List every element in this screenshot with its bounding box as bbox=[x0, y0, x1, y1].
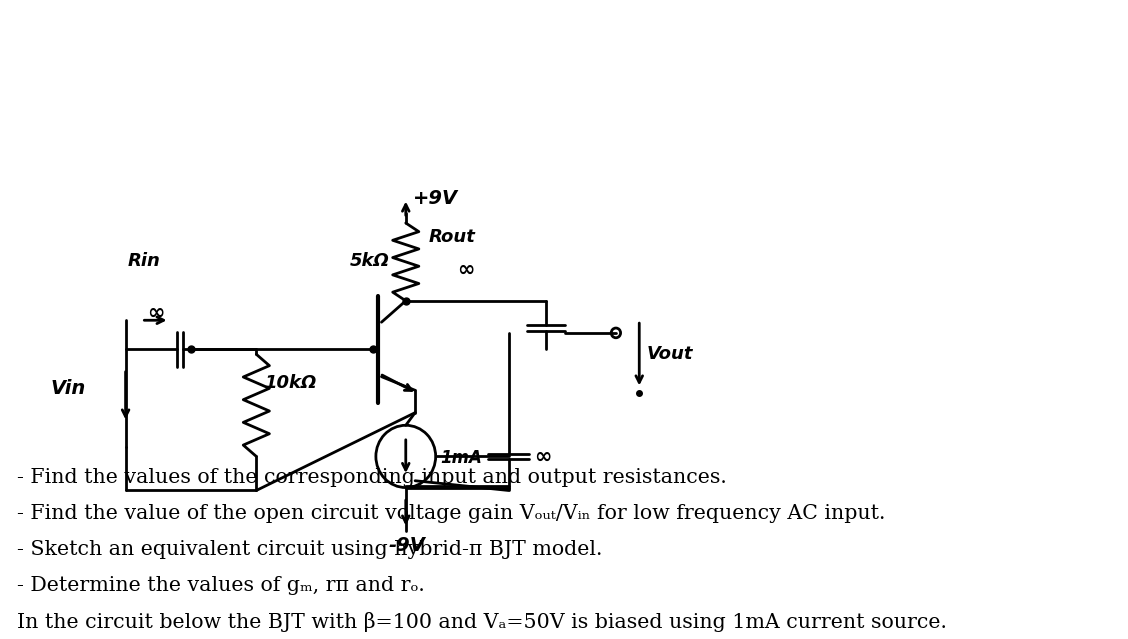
Text: ∞: ∞ bbox=[147, 303, 165, 323]
Text: -9V: -9V bbox=[389, 536, 426, 555]
Text: Rin: Rin bbox=[127, 252, 160, 270]
Text: - Determine the values of gₘ, rπ and rₒ.: - Determine the values of gₘ, rπ and rₒ. bbox=[17, 576, 424, 595]
Text: In the circuit below the BJT with β=100 and Vₐ=50V is biased using 1mA current s: In the circuit below the BJT with β=100 … bbox=[17, 612, 946, 632]
Text: ∞: ∞ bbox=[534, 447, 552, 466]
Text: Vout: Vout bbox=[646, 344, 694, 362]
Text: 1mA: 1mA bbox=[440, 449, 482, 466]
Text: 5kΩ: 5kΩ bbox=[350, 252, 389, 270]
Text: Vin: Vin bbox=[51, 379, 86, 397]
Text: +9V: +9V bbox=[413, 189, 458, 208]
Text: Rout: Rout bbox=[429, 228, 476, 246]
Text: - Sketch an equivalent circuit using hybrid-π BJT model.: - Sketch an equivalent circuit using hyb… bbox=[17, 540, 602, 559]
Text: ∞: ∞ bbox=[457, 260, 475, 280]
Text: 10kΩ: 10kΩ bbox=[264, 374, 316, 392]
Text: - Find the value of the open circuit voltage gain Vₒᵤₜ/Vᵢₙ for low frequency AC : - Find the value of the open circuit vol… bbox=[17, 504, 885, 523]
Text: - Find the values of the corresponding input and output resistances.: - Find the values of the corresponding i… bbox=[17, 468, 726, 487]
